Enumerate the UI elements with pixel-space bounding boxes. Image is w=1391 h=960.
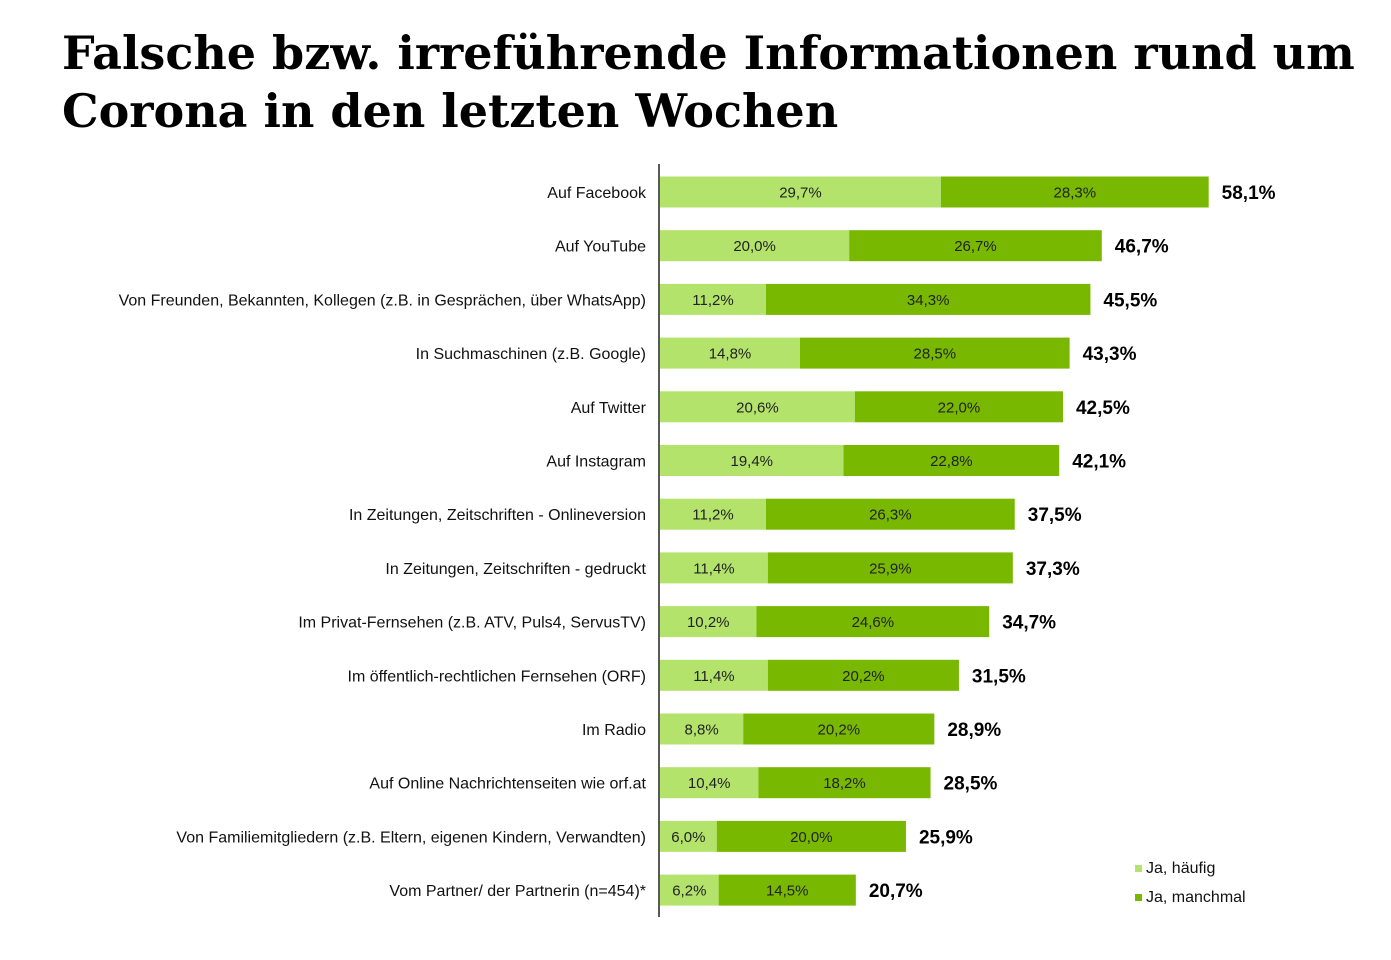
segment-label-manchmal: 26,7% bbox=[954, 238, 997, 255]
bar-segment-manchmal bbox=[800, 337, 1070, 369]
segment-label-manchmal: 34,3% bbox=[907, 292, 950, 309]
bar-segment-haeufig bbox=[660, 176, 941, 208]
total-label: 42,5% bbox=[1076, 398, 1130, 419]
total-label: 28,5% bbox=[944, 774, 998, 795]
segment-label-manchmal: 28,3% bbox=[1054, 185, 1097, 202]
total-label: 43,3% bbox=[1083, 344, 1137, 365]
segment-label-haeufig: 11,2% bbox=[692, 292, 733, 309]
total-label: 20,7% bbox=[869, 881, 923, 902]
bar-segment-haeufig bbox=[660, 713, 744, 745]
segment-label-haeufig: 6,2% bbox=[672, 883, 706, 900]
segment-label-manchmal: 20,0% bbox=[790, 829, 833, 846]
bar-segment-manchmal bbox=[765, 283, 1091, 315]
category-label: Auf Instagram bbox=[546, 454, 646, 471]
segment-label-manchmal: 24,6% bbox=[852, 614, 895, 631]
total-label: 28,9% bbox=[947, 720, 1001, 741]
legend-swatch-haeufig bbox=[1135, 865, 1142, 872]
segment-label-haeufig: 11,4% bbox=[693, 668, 734, 685]
segment-label-manchmal: 26,3% bbox=[869, 507, 912, 524]
category-label: In Zeitungen, Zeitschriften - gedruckt bbox=[385, 561, 646, 578]
bar-segment-manchmal bbox=[843, 445, 1060, 476]
segment-label-haeufig: 11,2% bbox=[692, 507, 733, 524]
total-label: 58,1% bbox=[1222, 183, 1276, 204]
total-label: 34,7% bbox=[1002, 613, 1056, 634]
total-label: 46,7% bbox=[1115, 237, 1169, 258]
segment-label-haeufig: 20,0% bbox=[733, 238, 776, 255]
segment-label-manchmal: 22,0% bbox=[938, 399, 981, 416]
total-label: 45,5% bbox=[1103, 290, 1157, 311]
segment-label-manchmal: 20,2% bbox=[818, 722, 861, 739]
category-label: Von Freunden, Bekannten, Kollegen (z.B. … bbox=[119, 292, 646, 309]
category-label: Von Familiemitgliedern (z.B. Eltern, eig… bbox=[176, 829, 646, 846]
bar-segment-manchmal bbox=[854, 391, 1063, 423]
bar-segment-manchmal bbox=[758, 767, 931, 799]
total-label: 25,9% bbox=[919, 827, 973, 848]
bar-segment-haeufig bbox=[660, 283, 766, 315]
bar-segment-haeufig bbox=[660, 606, 757, 638]
category-label: Im Radio bbox=[582, 722, 646, 739]
segment-label-haeufig: 20,6% bbox=[736, 399, 779, 416]
category-label: In Zeitungen, Zeitschriften - Onlinevers… bbox=[349, 507, 646, 524]
bar-segment-manchmal bbox=[765, 498, 1015, 530]
segment-label-haeufig: 8,8% bbox=[685, 722, 719, 739]
legend-swatch-manchmal bbox=[1135, 894, 1142, 901]
bar-segment-haeufig bbox=[660, 767, 759, 799]
bar-segment-manchmal bbox=[716, 820, 906, 852]
segment-label-haeufig: 19,4% bbox=[730, 453, 773, 470]
total-label: 31,5% bbox=[972, 666, 1026, 687]
segment-label-manchmal: 22,8% bbox=[930, 453, 973, 470]
bar-segment-haeufig bbox=[660, 659, 768, 691]
bar-segment-manchmal bbox=[767, 659, 959, 691]
segment-label-manchmal: 25,9% bbox=[869, 560, 912, 577]
bar-segment-haeufig bbox=[660, 820, 717, 852]
total-label: 37,3% bbox=[1026, 559, 1080, 580]
segment-label-haeufig: 11,4% bbox=[693, 560, 734, 577]
bar-segment-manchmal bbox=[767, 552, 1013, 584]
segment-label-haeufig: 10,4% bbox=[688, 775, 731, 792]
segment-label-manchmal: 18,2% bbox=[823, 775, 866, 792]
bar-segment-haeufig bbox=[660, 445, 844, 476]
bar-segment-manchmal bbox=[940, 176, 1209, 208]
bar-segment-manchmal bbox=[718, 874, 856, 906]
bar-group: Auf Facebook 29,7% 28,3% 58,1% Auf YouTube 20… bbox=[119, 176, 1276, 906]
total-label: 42,1% bbox=[1072, 452, 1126, 473]
total-label: 37,5% bbox=[1028, 505, 1082, 526]
category-label: Vom Partner/ der Partnerin (n=454)* bbox=[389, 883, 646, 900]
category-label: Auf Facebook bbox=[547, 185, 647, 202]
bar-segment-haeufig bbox=[660, 874, 719, 906]
bar-segment-manchmal bbox=[743, 713, 935, 745]
bar-segment-haeufig bbox=[660, 337, 801, 369]
segment-label-manchmal: 14,5% bbox=[766, 883, 809, 900]
category-label: Auf Online Nachrichtenseiten wie orf.at bbox=[369, 776, 646, 793]
chart-title: Falsche bzw. irreführende Informationen … bbox=[62, 26, 1355, 138]
legend-label-haeufig: Ja, häufig bbox=[1146, 860, 1215, 877]
segment-label-haeufig: 10,2% bbox=[687, 614, 730, 631]
bar-segment-manchmal bbox=[849, 230, 1102, 262]
legend-label-manchmal: Ja, manchmal bbox=[1146, 889, 1246, 906]
category-label: Im Privat-Fernsehen (z.B. ATV, Puls4, Se… bbox=[298, 615, 646, 632]
category-label: In Suchmaschinen (z.B. Google) bbox=[416, 346, 646, 363]
segment-label-haeufig: 14,8% bbox=[709, 346, 752, 363]
bar-segment-haeufig bbox=[660, 498, 766, 530]
segment-label-haeufig: 29,7% bbox=[779, 185, 822, 202]
segment-label-manchmal: 28,5% bbox=[914, 346, 957, 363]
category-label: Auf YouTube bbox=[555, 239, 646, 256]
bar-segment-haeufig bbox=[660, 552, 768, 584]
segment-label-haeufig: 6,0% bbox=[671, 829, 705, 846]
legend: Ja, häufig Ja, manchmal bbox=[1135, 860, 1246, 906]
category-label: Im öffentlich-rechtlichen Fernsehen (ORF… bbox=[348, 668, 646, 685]
bar-segment-manchmal bbox=[756, 606, 990, 638]
bar-segment-haeufig bbox=[660, 230, 850, 262]
segment-label-manchmal: 20,2% bbox=[842, 668, 885, 685]
bar-segment-haeufig bbox=[660, 391, 855, 423]
category-label: Auf Twitter bbox=[571, 400, 647, 417]
